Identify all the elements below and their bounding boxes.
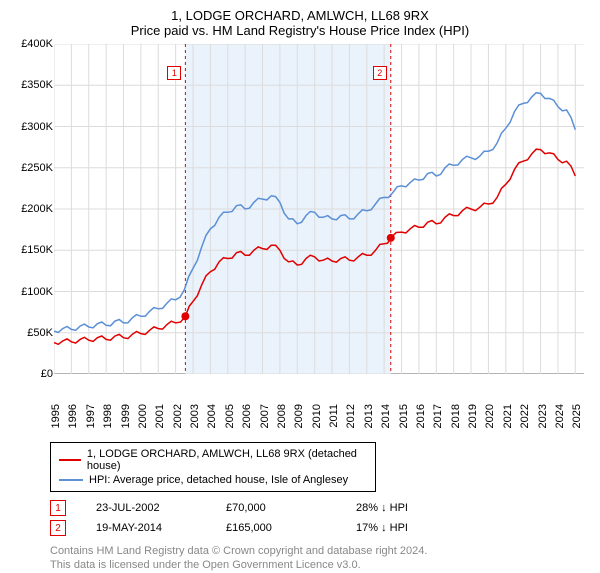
sale-row: 1 23-JUL-2002 £70,000 28% ↓ HPI [50, 500, 588, 516]
x-tick-label: 2003 [185, 404, 201, 428]
y-tick-label: £400K [21, 38, 54, 50]
x-tick-label: 2007 [255, 404, 271, 428]
x-axis: 1995199619971998199920002001200220032004… [54, 374, 584, 404]
x-tick-label: 2015 [394, 404, 410, 428]
legend: 1, LODGE ORCHARD, AMLWCH, LL68 9RX (deta… [50, 442, 376, 492]
y-tick-label: £350K [21, 79, 54, 91]
x-tick-label: 2025 [567, 404, 583, 428]
y-tick-label: £100K [21, 286, 54, 298]
x-tick-label: 2019 [463, 404, 479, 428]
x-tick-label: 1997 [81, 404, 97, 428]
x-tick-label: 2014 [376, 404, 392, 428]
x-tick-label: 2002 [168, 404, 184, 428]
plot-area: £0£50K£100K£150K£200K£250K£300K£350K£400… [54, 44, 584, 374]
x-tick-label: 1999 [116, 404, 132, 428]
x-tick-label: 2024 [550, 404, 566, 428]
x-tick-label: 2010 [307, 404, 323, 428]
legend-swatch [59, 479, 83, 481]
y-tick-label: £150K [21, 244, 54, 256]
x-tick-label: 2021 [498, 404, 514, 428]
x-tick-label: 2000 [133, 404, 149, 428]
y-tick-label: £0 [41, 368, 54, 380]
chart: £0£50K£100K£150K£200K£250K£300K£350K£400… [18, 44, 588, 404]
x-tick-label: 1998 [98, 404, 114, 428]
x-tick-label: 1996 [63, 404, 79, 428]
y-tick-label: £250K [21, 162, 54, 174]
sale-date: 19-MAY-2014 [96, 522, 196, 534]
legend-swatch [59, 459, 81, 461]
x-tick-label: 2018 [446, 404, 462, 428]
sale-marker-badge: 2 [373, 66, 387, 80]
x-tick-label: 2022 [515, 404, 531, 428]
x-tick-label: 2020 [480, 404, 496, 428]
x-tick-label: 1995 [46, 404, 62, 428]
title-sub: Price paid vs. HM Land Registry's House … [12, 23, 588, 38]
sale-price: £165,000 [226, 522, 326, 534]
sale-row-badge: 2 [50, 520, 66, 536]
footer-line-1: Contains HM Land Registry data © Crown c… [50, 544, 588, 558]
sale-delta: 17% ↓ HPI [356, 522, 456, 534]
footer: Contains HM Land Registry data © Crown c… [50, 544, 588, 573]
x-tick-label: 2008 [272, 404, 288, 428]
x-tick-label: 2012 [341, 404, 357, 428]
legend-label: HPI: Average price, detached house, Isle… [89, 474, 348, 486]
x-tick-label: 2006 [237, 404, 253, 428]
sale-date: 23-JUL-2002 [96, 502, 196, 514]
legend-label: 1, LODGE ORCHARD, AMLWCH, LL68 9RX (deta… [87, 448, 367, 472]
x-tick-label: 2023 [533, 404, 549, 428]
sale-price: £70,000 [226, 502, 326, 514]
sale-row-badge: 1 [50, 500, 66, 516]
x-tick-label: 2009 [289, 404, 305, 428]
footer-line-2: This data is licensed under the Open Gov… [50, 558, 588, 572]
y-tick-label: £200K [21, 203, 54, 215]
title-main: 1, LODGE ORCHARD, AMLWCH, LL68 9RX [12, 8, 588, 23]
sale-marker-badge: 1 [167, 66, 181, 80]
legend-item: 1, LODGE ORCHARD, AMLWCH, LL68 9RX (deta… [59, 447, 367, 473]
x-tick-label: 2005 [220, 404, 236, 428]
x-tick-label: 2004 [202, 404, 218, 428]
x-tick-label: 2013 [359, 404, 375, 428]
x-tick-label: 2011 [324, 404, 340, 428]
chart-svg [54, 44, 584, 374]
y-tick-label: £300K [21, 121, 54, 133]
x-tick-label: 2016 [411, 404, 427, 428]
x-tick-label: 2001 [150, 404, 166, 428]
x-tick-label: 2017 [428, 404, 444, 428]
chart-container: 1, LODGE ORCHARD, AMLWCH, LL68 9RX Price… [0, 0, 600, 560]
legend-item: HPI: Average price, detached house, Isle… [59, 473, 367, 487]
sale-row: 2 19-MAY-2014 £165,000 17% ↓ HPI [50, 520, 588, 536]
sale-delta: 28% ↓ HPI [356, 502, 456, 514]
y-tick-label: £50K [27, 327, 54, 339]
